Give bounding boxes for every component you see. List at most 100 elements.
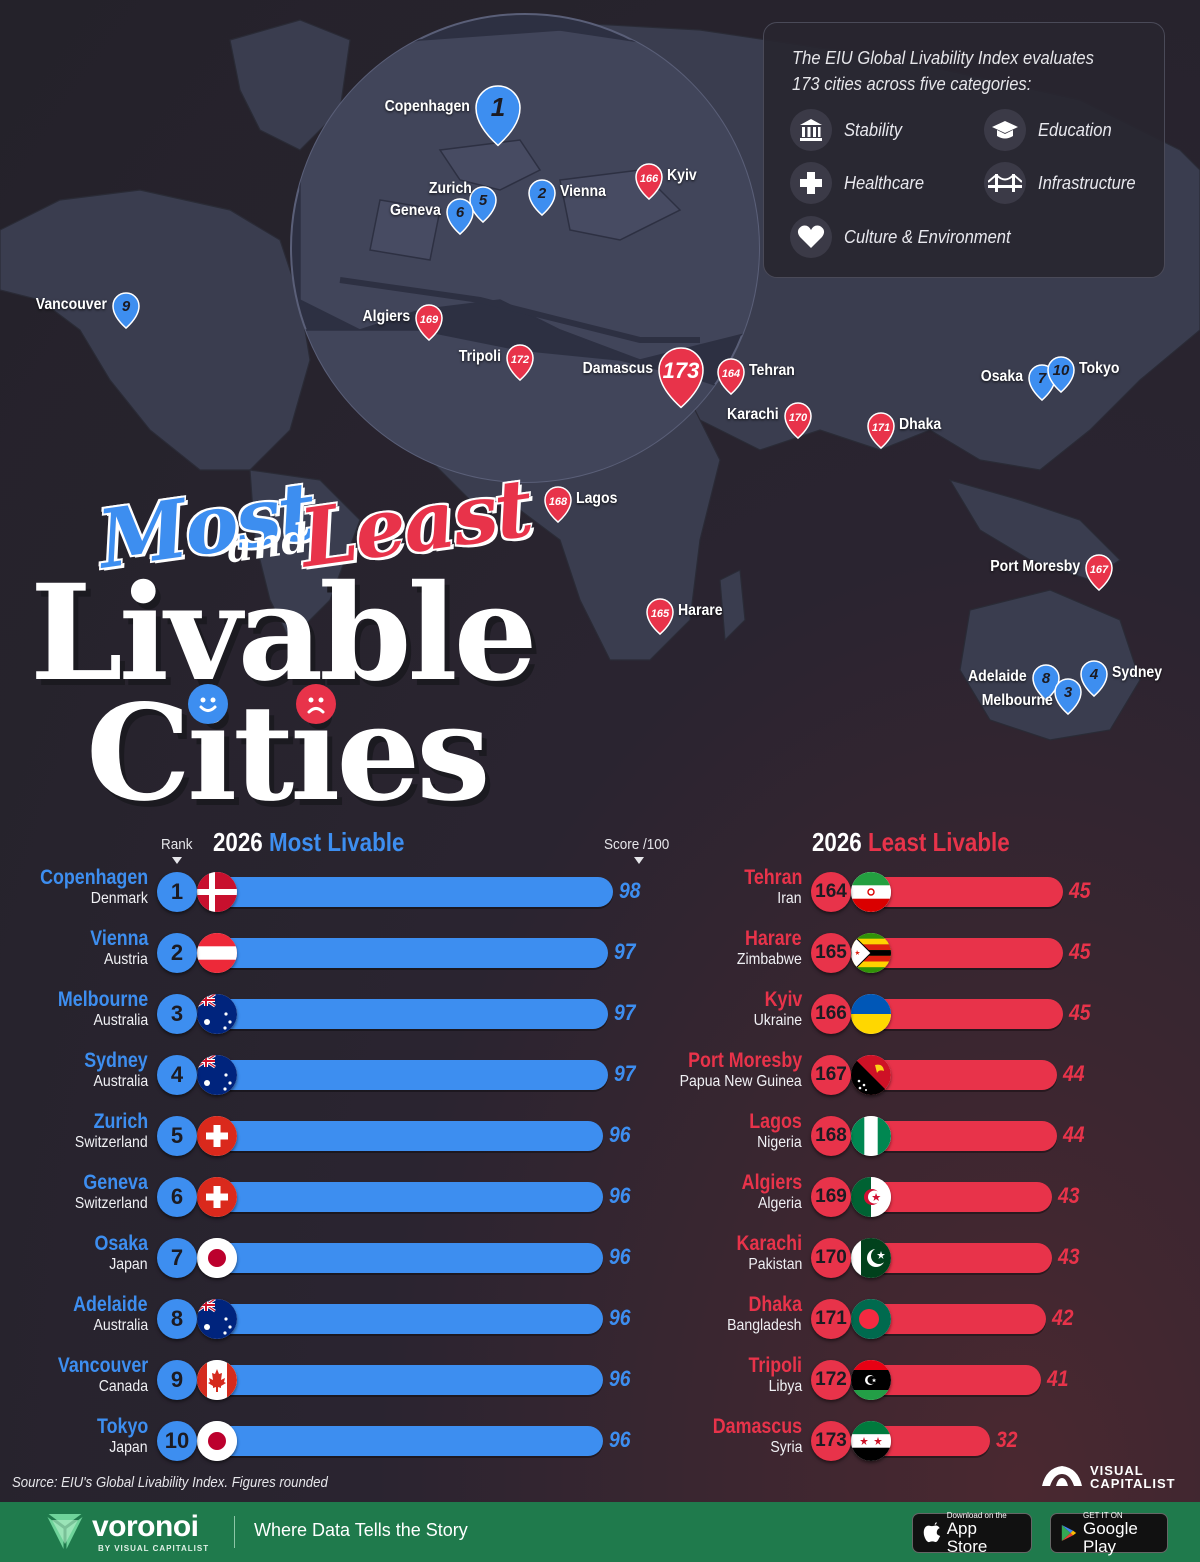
- map-pin: 165: [646, 598, 674, 636]
- chart-row: Sydney Australia 4 97: [0, 1047, 1200, 1103]
- chart-row: Karachi Pakistan 170 43: [0, 1230, 1200, 1286]
- map-pin-label: Kyiv: [667, 167, 697, 184]
- city-name-block: Tehran Iran: [562, 864, 802, 920]
- map-pin-label: Copenhagen: [384, 98, 470, 115]
- australia-flag-icon: [197, 1299, 237, 1339]
- vc-line2: CAPITALIST: [1090, 1476, 1176, 1491]
- chart-row: Osaka Japan 7 96: [0, 1230, 1200, 1286]
- map-pin: 2: [528, 179, 556, 217]
- bank-icon: [790, 109, 832, 151]
- australia-flag-icon: [197, 994, 237, 1034]
- score-label: 45: [1069, 1000, 1091, 1025]
- voronoi-logo-icon: [45, 1512, 85, 1552]
- rank-badge: 170: [811, 1238, 851, 1278]
- japan-flag-icon: [197, 1421, 237, 1461]
- rank-badge: 168: [811, 1116, 851, 1156]
- map-pin-marker: [635, 163, 663, 201]
- footer-bar: voronoi BY VISUAL CAPITALIST Where Data …: [0, 1502, 1200, 1562]
- chart-row: Harare Zimbabwe 165 45: [0, 925, 1200, 981]
- google-play-button[interactable]: GET IT ON Google Play: [1050, 1511, 1168, 1555]
- chart-row: Dhaka Bangladesh 171 42: [0, 1291, 1200, 1347]
- map-pin-label: Vienna: [560, 183, 606, 200]
- city-label: Karachi: [736, 1232, 802, 1255]
- score-label: 96: [609, 1427, 631, 1452]
- rank-badge: 169: [811, 1177, 851, 1217]
- city-label: Tripoli: [748, 1354, 802, 1377]
- rank-badge: 171: [811, 1299, 851, 1339]
- country-label: Pakistan: [747, 1256, 802, 1273]
- australia-flag-icon: [197, 1055, 237, 1095]
- rank-badge: 173: [811, 1421, 851, 1461]
- city-name-block: Lagos Nigeria: [562, 1108, 802, 1164]
- categories-legend: The EIU Global Livability Index evaluate…: [763, 22, 1165, 278]
- country-label: Denmark: [90, 890, 148, 907]
- map-pin-marker: [112, 292, 140, 330]
- score-header: Score /100: [604, 836, 670, 853]
- rank-arrow-icon: [172, 857, 182, 864]
- map-pin-label: Damascus: [582, 360, 653, 377]
- city-name-block: Dhaka Bangladesh: [562, 1291, 802, 1347]
- sad-face-icon: [296, 684, 336, 724]
- city-label: Sydney: [84, 1049, 148, 1072]
- chart-row: Tripoli Libya 172 41: [0, 1352, 1200, 1408]
- score-label: 96: [609, 1122, 631, 1147]
- map-pin-marker: [646, 598, 674, 636]
- category-label: Healthcare: [844, 172, 925, 193]
- city-name-block: Kyiv Ukraine: [562, 986, 802, 1042]
- map-pin-rank: 168: [549, 496, 568, 508]
- app-store-button[interactable]: Download on the App Store: [912, 1511, 1032, 1556]
- rank-badge: 172: [811, 1360, 851, 1400]
- heart-icon: [790, 216, 832, 258]
- medical-cross-icon: [790, 162, 832, 204]
- city-label: Lagos: [749, 1110, 802, 1133]
- rank-badge: 9: [157, 1360, 197, 1400]
- app-store-label: App Store: [946, 1518, 988, 1556]
- city-name-block: Tokyo Japan: [0, 1413, 148, 1469]
- city-label: Geneva: [83, 1171, 148, 1194]
- map-pin: 170: [784, 402, 812, 440]
- category-label: Infrastructure: [1038, 172, 1136, 193]
- map-pin-marker: [475, 85, 521, 147]
- nigeria-flag-icon: [851, 1116, 891, 1156]
- apple-icon: [923, 1522, 941, 1543]
- map-pin: 166: [635, 163, 663, 201]
- category-stability: Stability: [790, 109, 907, 151]
- map-pin-label: Tehran: [749, 362, 795, 379]
- chart-row: Melbourne Australia 3 97: [0, 986, 1200, 1042]
- chart-row: Tokyo Japan 10 96: [0, 1413, 1200, 1469]
- libya-flag-icon: [851, 1360, 891, 1400]
- city-label: Osaka: [94, 1232, 148, 1255]
- score-bar: [205, 938, 609, 968]
- map-pin-rank: 1: [491, 92, 505, 122]
- country-label: Zimbabwe: [737, 951, 802, 968]
- country-label: Iran: [777, 890, 802, 907]
- chart-row: Adelaide Australia 8 96: [0, 1291, 1200, 1347]
- map-pin: 169: [415, 304, 443, 342]
- country-label: Switzerland: [75, 1134, 148, 1151]
- score-bar: [860, 1243, 1052, 1273]
- rank-badge: 1: [157, 872, 197, 912]
- map-pin-label: Tokyo: [1079, 360, 1120, 377]
- map-pin-rank: 165: [651, 608, 670, 620]
- score-bar: [860, 877, 1063, 907]
- map-pin-rank: 4: [1089, 666, 1099, 683]
- headline-livable: Livable: [30, 556, 538, 711]
- switzerland-flag-icon: [197, 1177, 237, 1217]
- headline-cities: Cities: [86, 676, 491, 831]
- map-pin-rank: 2: [537, 185, 547, 202]
- visual-capitalist-mark-icon: [1042, 1466, 1082, 1486]
- map-pin-rank: 173: [663, 358, 700, 383]
- graduation-cap-icon: [984, 109, 1026, 151]
- score-label: 43: [1057, 1183, 1080, 1208]
- score-bar: [860, 1121, 1058, 1151]
- score-label: 43: [1057, 1244, 1080, 1269]
- map-pin-marker: [658, 347, 704, 409]
- footer-divider: [234, 1516, 235, 1548]
- country-label: Papua New Guinea: [679, 1073, 802, 1090]
- city-label: Kyiv: [764, 988, 802, 1011]
- score-label: 32: [996, 1427, 1018, 1452]
- score-bar: [205, 1365, 604, 1395]
- city-name-block: Geneva Switzerland: [0, 1169, 148, 1225]
- score-bar: [860, 1060, 1058, 1090]
- map-pin: 168: [544, 486, 572, 524]
